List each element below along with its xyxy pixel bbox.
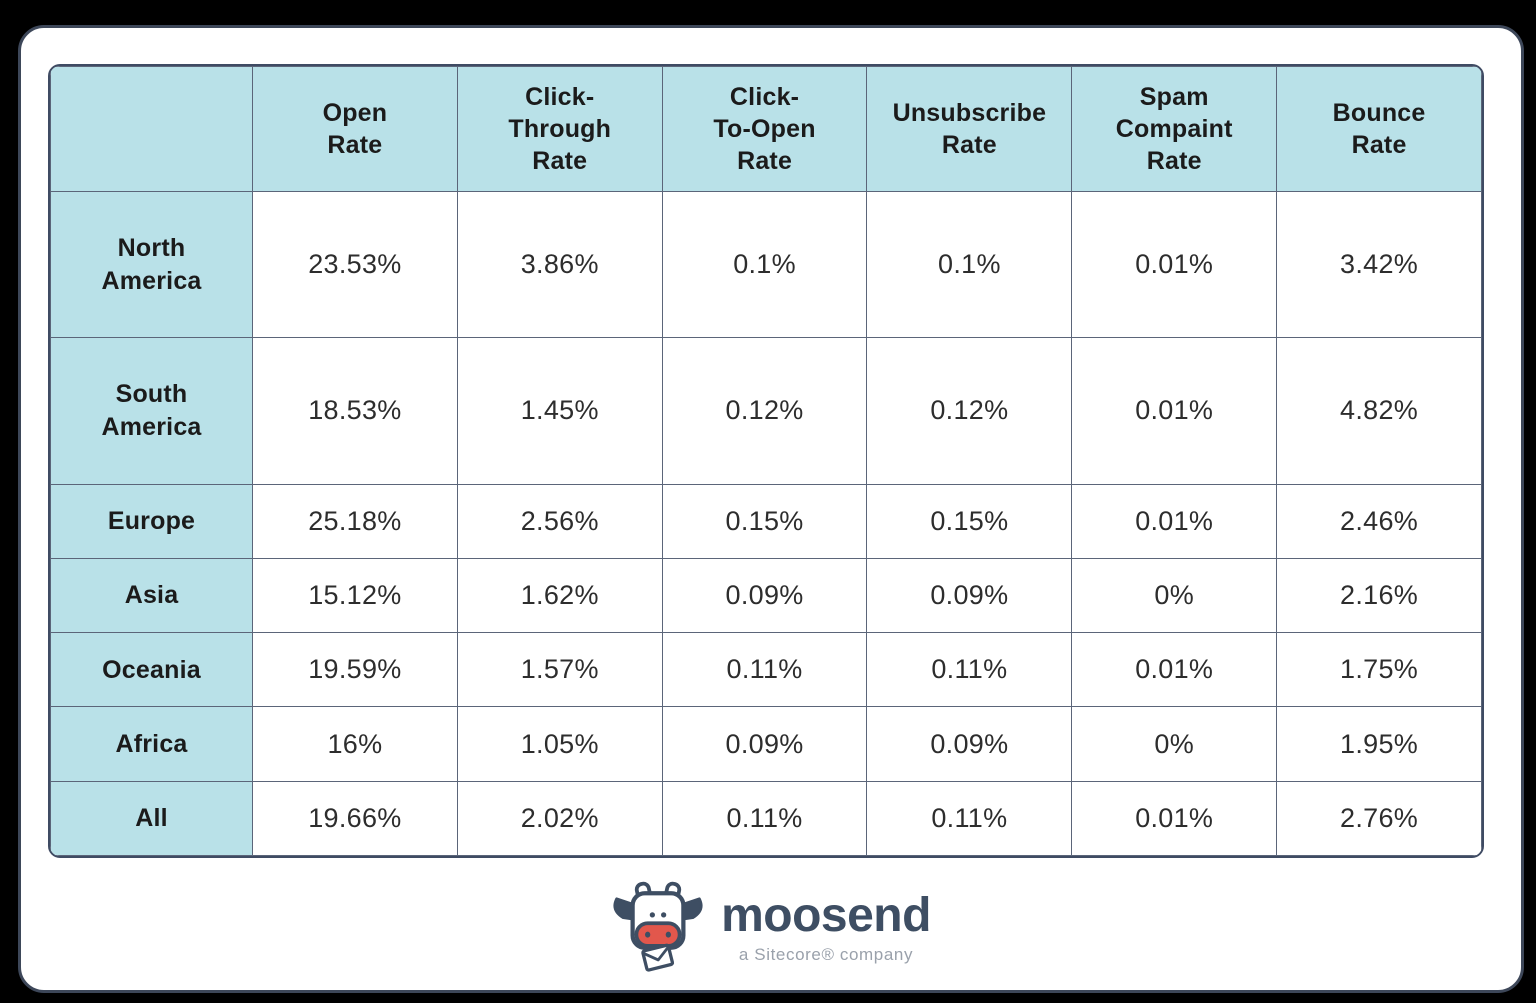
data-cell: 0% <box>1071 706 1278 782</box>
data-cell: 0.11% <box>661 780 868 856</box>
data-cell: 19.66% <box>252 780 458 856</box>
table-row-north-america: North America 23.53% 3.86% 0.1% 0.1% 0.0… <box>50 190 1482 339</box>
data-cell: 0.12% <box>866 337 1073 485</box>
data-cell: 0.12% <box>661 337 868 485</box>
data-cell: 25.18% <box>252 483 458 559</box>
data-cell: 0.11% <box>866 780 1073 856</box>
content-card: Open Rate Click- Through Rate Click- To-… <box>18 25 1524 993</box>
data-cell: 23.53% <box>252 190 458 339</box>
header-cell-spam-compaint-rate: Spam Compaint Rate <box>1071 66 1278 192</box>
data-cell: 0.11% <box>866 632 1073 708</box>
data-cell: 0.11% <box>661 632 868 708</box>
region-cell-europe: Europe <box>50 483 253 559</box>
moosend-wordmark: moosend <box>721 889 931 943</box>
data-cell: 0.09% <box>866 557 1073 634</box>
data-cell: 0.09% <box>661 557 868 634</box>
data-cell: 1.45% <box>456 337 663 485</box>
data-cell: 0.09% <box>866 706 1073 782</box>
moosend-cow-icon <box>611 879 705 977</box>
region-cell-oceania: Oceania <box>50 632 253 708</box>
data-cell: 1.62% <box>456 557 663 634</box>
table-row-south-america: South America 18.53% 1.45% 0.12% 0.12% 0… <box>50 337 1482 485</box>
header-cell-click-to-open-rate: Click- To-Open Rate <box>661 66 868 192</box>
data-cell: 18.53% <box>252 337 458 485</box>
benchmark-table: Open Rate Click- Through Rate Click- To-… <box>48 64 1484 858</box>
data-cell: 4.82% <box>1276 337 1482 485</box>
region-cell-all: All <box>50 780 253 856</box>
region-cell-asia: Asia <box>50 557 253 634</box>
data-cell: 1.95% <box>1276 706 1482 782</box>
data-cell: 3.42% <box>1276 190 1482 339</box>
data-cell: 0.09% <box>661 706 868 782</box>
data-cell: 0% <box>1071 557 1278 634</box>
region-cell-north-america: North America <box>50 190 253 339</box>
data-cell: 0.1% <box>661 190 868 339</box>
data-cell: 0.01% <box>1071 780 1278 856</box>
data-cell: 0.15% <box>866 483 1073 559</box>
data-cell: 0.01% <box>1071 337 1278 485</box>
data-cell: 2.02% <box>456 780 663 856</box>
table-row-all: All 19.66% 2.02% 0.11% 0.11% 0.01% 2.76% <box>50 780 1482 856</box>
moosend-logo: moosend a Sitecore® company <box>21 868 1521 988</box>
region-cell-south-america: South America <box>50 337 253 485</box>
table-row-africa: Africa 16% 1.05% 0.09% 0.09% 0% 1.95% <box>50 706 1482 782</box>
corner-cell <box>50 66 253 192</box>
data-cell: 1.05% <box>456 706 663 782</box>
header-cell-unsubscribe-rate: Unsubscribe Rate <box>866 66 1073 192</box>
data-cell: 2.56% <box>456 483 663 559</box>
data-cell: 15.12% <box>252 557 458 634</box>
data-cell: 1.75% <box>1276 632 1482 708</box>
data-cell: 0.1% <box>866 190 1073 339</box>
data-cell: 3.86% <box>456 190 663 339</box>
moosend-logo-text: moosend a Sitecore® company <box>721 889 931 964</box>
header-row: Open Rate Click- Through Rate Click- To-… <box>50 66 1482 192</box>
data-cell: 0.15% <box>661 483 868 559</box>
data-cell: 0.01% <box>1071 190 1278 339</box>
header-cell-open-rate: Open Rate <box>252 66 458 192</box>
sitecore-tagline: a Sitecore® company <box>738 944 914 964</box>
data-cell: 2.76% <box>1276 780 1482 856</box>
data-cell: 16% <box>252 706 458 782</box>
table-row-oceania: Oceania 19.59% 1.57% 0.11% 0.11% 0.01% 1… <box>50 632 1482 708</box>
region-cell-africa: Africa <box>50 706 253 782</box>
data-cell: 19.59% <box>252 632 458 708</box>
data-cell: 2.16% <box>1276 557 1482 634</box>
table-row-europe: Europe 25.18% 2.56% 0.15% 0.15% 0.01% 2.… <box>50 483 1482 559</box>
data-cell: 0.01% <box>1071 632 1278 708</box>
data-cell: 1.57% <box>456 632 663 708</box>
table-row-asia: Asia 15.12% 1.62% 0.09% 0.09% 0% 2.16% <box>50 557 1482 634</box>
header-cell-bounce-rate: Bounce Rate <box>1276 66 1482 192</box>
data-cell: 2.46% <box>1276 483 1482 559</box>
header-cell-click-through-rate: Click- Through Rate <box>456 66 663 192</box>
data-cell: 0.01% <box>1071 483 1278 559</box>
